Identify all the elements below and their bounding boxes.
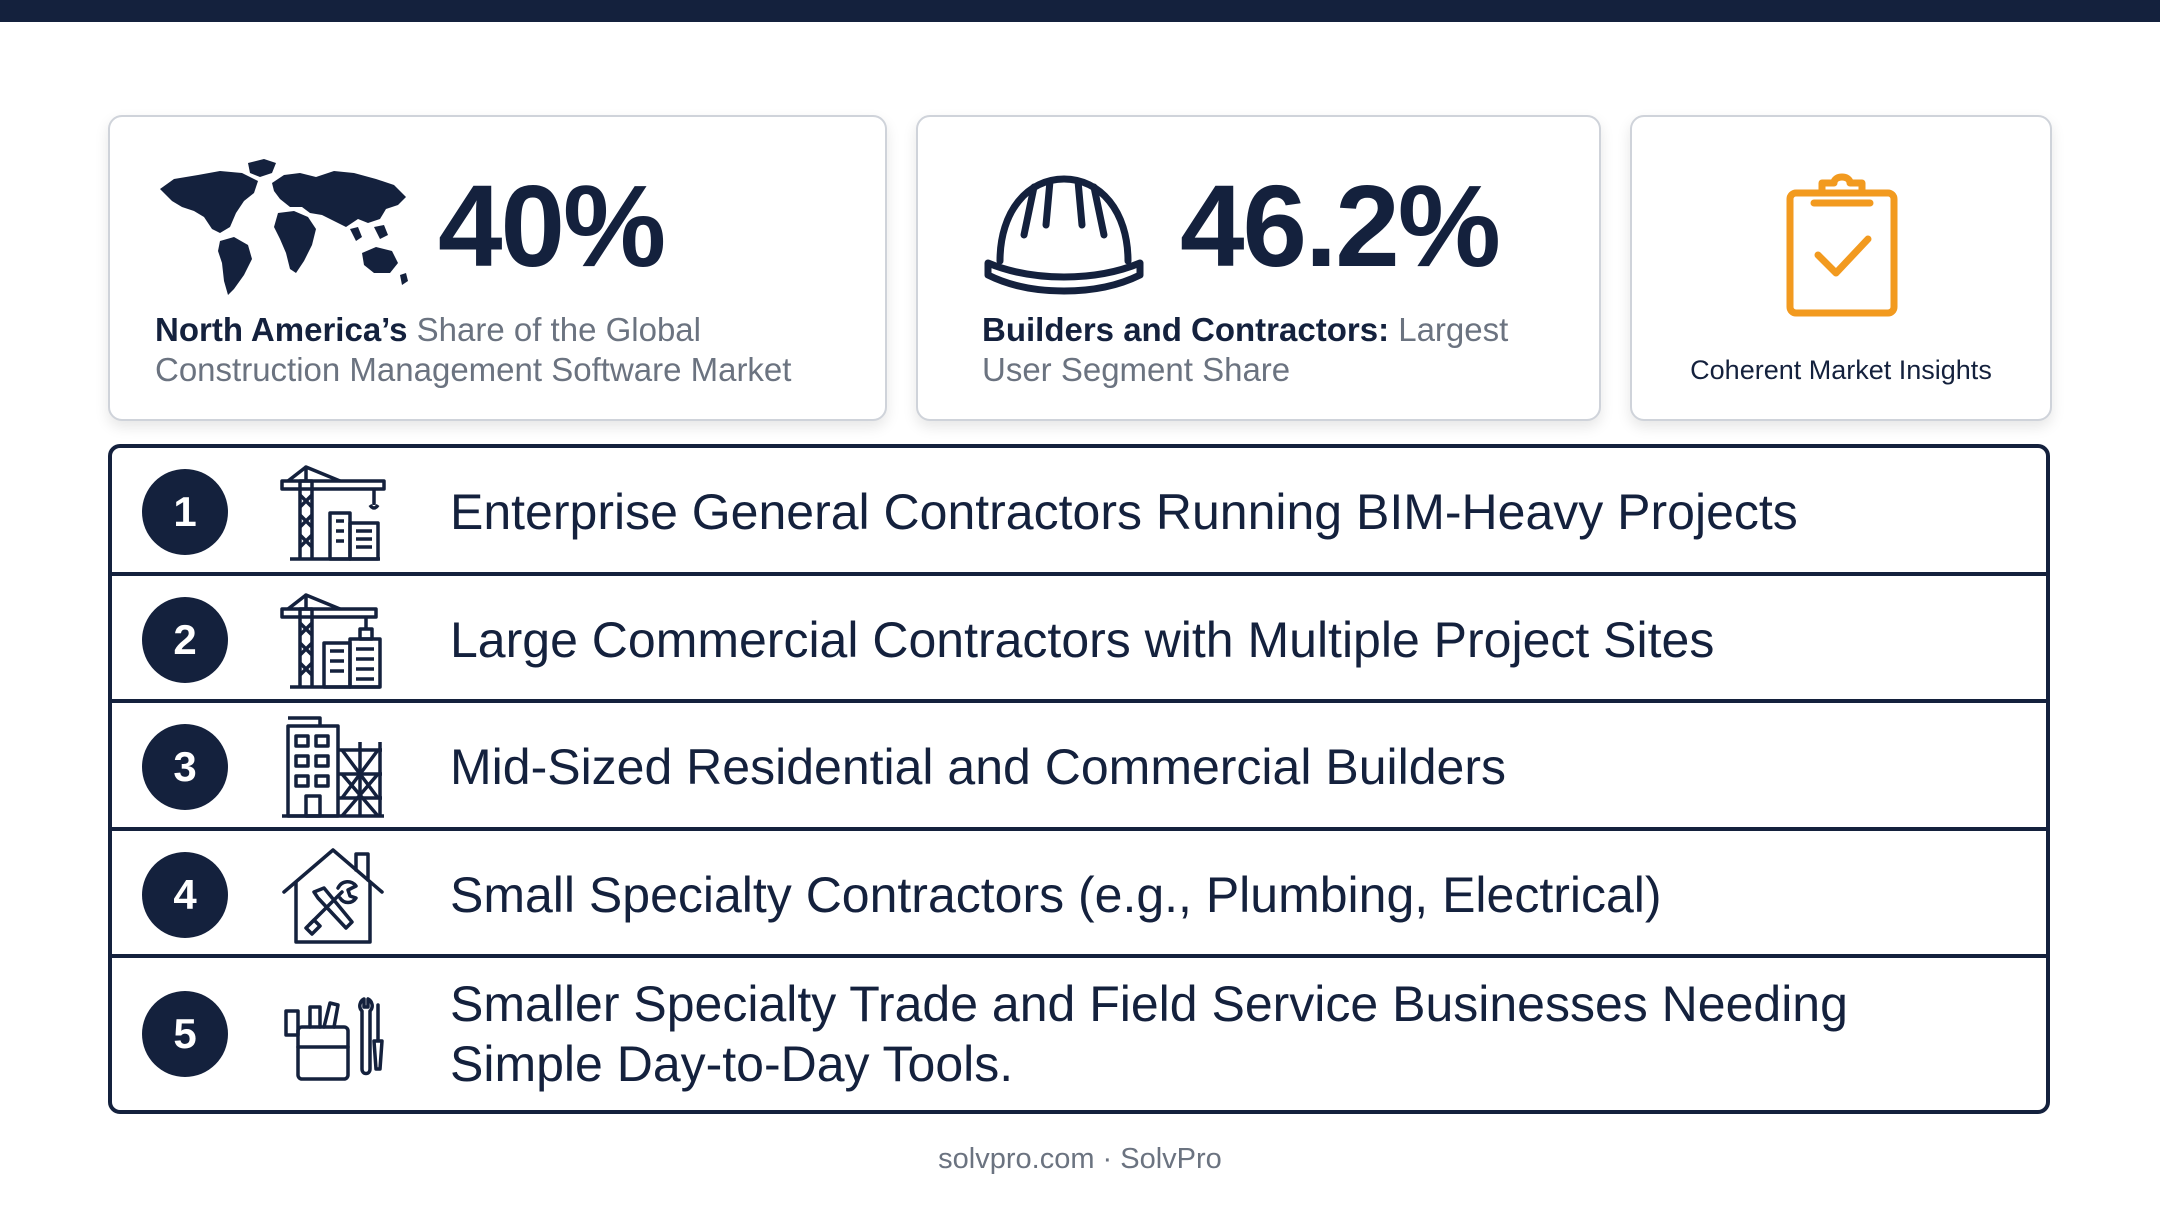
list-item: 1 Enterprise General Contractors Running… — [112, 448, 2046, 576]
top-bar — [0, 0, 2160, 22]
stat-description: North America’s Share of the Global Cons… — [155, 310, 875, 390]
stat-description-bold: North America’s — [155, 311, 408, 348]
stat-description-bold: Builders and Contractors: — [982, 311, 1390, 348]
number-badge: 3 — [142, 724, 228, 810]
segment-label: Enterprise General Contractors Running B… — [450, 484, 1798, 540]
building-scaffold-icon — [282, 716, 384, 818]
stat-card-north-america: 40% North America’s Share of the Global … — [108, 115, 887, 421]
list-item: 3 Mid-Sized Residential and Commercial B… — [112, 703, 2046, 831]
source-label: Coherent Market Insights — [1690, 355, 1992, 385]
stat-card-builders: 46.2% Builders and Contractors: Largest … — [916, 115, 1601, 421]
segment-label: Smaller Specialty Trade and Field Servic… — [450, 976, 1848, 1092]
stat-value: 40% — [438, 161, 666, 291]
house-tools-icon — [282, 848, 384, 944]
stat-description-rest: Share of the Global Construction Managem… — [155, 311, 792, 388]
segment-list: 1 Enterprise General Contractors Running… — [108, 444, 2050, 1114]
clipboard-check-icon — [1786, 173, 1898, 317]
toolbox-icon — [284, 997, 384, 1081]
crane-buildings-icon — [280, 593, 382, 689]
number-badge: 5 — [142, 991, 228, 1077]
list-item: 5 Smaller Specialty Trade and Field Serv… — [112, 958, 2046, 1110]
segment-label: Mid-Sized Residential and Commercial Bui… — [450, 739, 1506, 795]
segment-label: Large Commercial Contractors with Multip… — [450, 612, 1715, 668]
footer-credit: solvpro.com · SolvPro — [938, 1143, 1222, 1175]
segment-label: Small Specialty Contractors (e.g., Plumb… — [450, 867, 1662, 923]
stat-description: Builders and Contractors: Largest User S… — [982, 310, 1582, 390]
list-item: 4 Small Specialty Contractors (e.g., Plu… — [112, 831, 2046, 958]
source-card: Coherent Market Insights — [1630, 115, 2052, 421]
stat-description-rest: Largest User Segment Share — [982, 311, 1509, 388]
hard-hat-icon — [984, 175, 1144, 295]
stat-value: 46.2% — [1180, 161, 1501, 291]
number-badge: 4 — [142, 852, 228, 938]
world-map-icon — [160, 159, 408, 295]
list-item: 2 Large Commercial Contractors with Mult… — [112, 576, 2046, 703]
number-badge: 1 — [142, 469, 228, 555]
crane-tower-icon — [280, 465, 386, 561]
number-badge: 2 — [142, 597, 228, 683]
